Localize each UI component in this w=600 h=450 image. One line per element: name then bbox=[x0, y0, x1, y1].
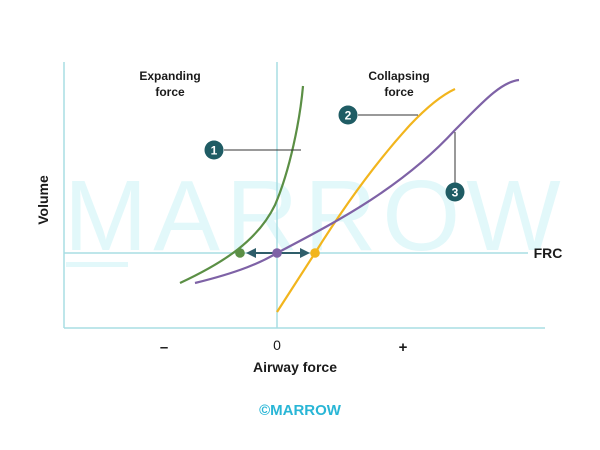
dot-purple bbox=[272, 248, 282, 258]
tick-minus: – bbox=[160, 339, 168, 356]
dot-yellow bbox=[310, 248, 320, 258]
badge-1-label: 1 bbox=[211, 144, 218, 158]
y-axis-label: Volume bbox=[35, 175, 51, 225]
expanding-label-line1: Expanding bbox=[139, 69, 200, 83]
x-axis-label: Airway force bbox=[253, 359, 337, 375]
frc-arrowhead-left bbox=[246, 248, 256, 258]
curve-2-collapsing bbox=[276, 88, 456, 313]
tick-zero: 0 bbox=[273, 337, 281, 353]
curve-1-expanding bbox=[179, 85, 305, 284]
badge-3-label: 3 bbox=[452, 186, 459, 200]
badge-1: 1 bbox=[204, 140, 224, 160]
frc-label: FRC bbox=[534, 245, 563, 261]
badge-3: 3 bbox=[445, 182, 465, 202]
badge-2: 2 bbox=[338, 105, 358, 125]
copyright-text: ©MARROW bbox=[259, 402, 342, 419]
dot-green bbox=[235, 248, 245, 258]
frc-arrowhead-right bbox=[300, 248, 310, 258]
curve-3-combined bbox=[194, 78, 520, 285]
collapsing-label-line1: Collapsing bbox=[368, 69, 429, 83]
expanding-label-line2: force bbox=[155, 85, 185, 99]
tick-plus: + bbox=[399, 339, 408, 356]
badge-2-label: 2 bbox=[345, 109, 352, 123]
watermark-underline bbox=[66, 262, 128, 267]
collapsing-label-line2: force bbox=[384, 85, 414, 99]
